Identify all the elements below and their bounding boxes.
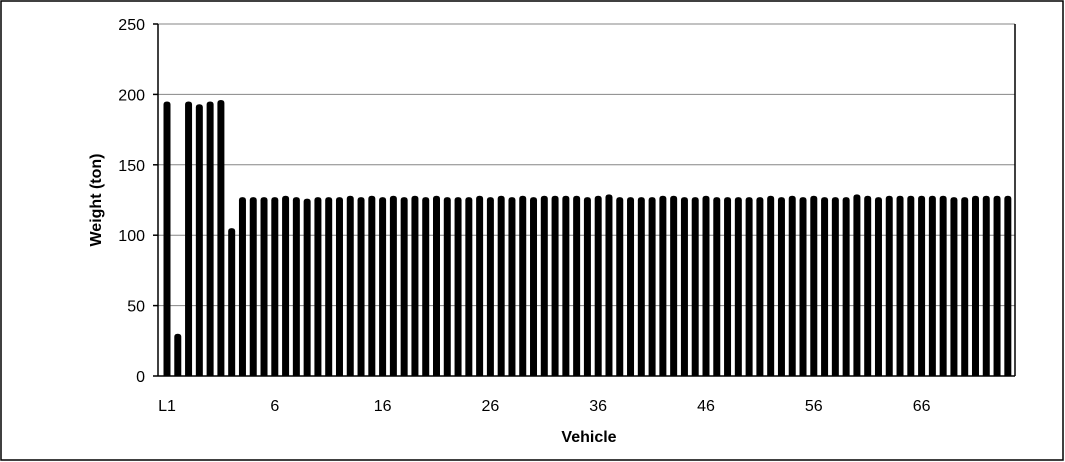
x-tick-label: 56 [805, 398, 823, 415]
bar-73 [993, 195, 1001, 376]
bar-5 [260, 197, 268, 376]
bar-7 [282, 195, 290, 376]
bar-47 [713, 197, 721, 376]
bar-32 [551, 195, 559, 376]
bar-48 [724, 197, 732, 376]
bar-35 [583, 197, 591, 376]
x-tick-label: 26 [481, 398, 499, 415]
bar-63 [885, 195, 893, 376]
bar-37 [605, 194, 613, 376]
bar-11 [325, 197, 333, 376]
bar-70 [961, 197, 969, 376]
bar-51 [756, 197, 764, 376]
bar-64 [896, 195, 904, 376]
bar-61 [864, 195, 872, 376]
x-tick-label: 6 [270, 398, 279, 415]
bar-15 [368, 195, 376, 376]
bar-22 [443, 197, 451, 376]
bar-24 [465, 197, 473, 376]
bar-67 [928, 195, 936, 376]
bar-62 [874, 197, 882, 376]
bar-60 [853, 194, 861, 376]
bar-13 [346, 195, 354, 376]
bar-36 [594, 195, 602, 376]
bar-71 [971, 195, 979, 376]
bar-72 [982, 195, 990, 376]
y-axis-title: Weight (ton) [88, 153, 105, 246]
bar-18 [400, 197, 408, 376]
bar-50 [745, 197, 753, 376]
bar-L5 [206, 101, 214, 376]
bar-L4 [195, 104, 203, 377]
bar-12 [335, 197, 343, 376]
bar-38 [616, 197, 624, 376]
bar-57 [821, 197, 829, 376]
y-tick-label: 0 [136, 369, 145, 386]
bar-46 [702, 195, 710, 376]
y-tick-label: 250 [118, 17, 145, 34]
bar-16 [379, 197, 387, 376]
bar-65 [907, 195, 915, 376]
bar-42 [659, 195, 667, 376]
bar-33 [562, 195, 570, 376]
bar-55 [799, 197, 807, 376]
bar-20 [422, 197, 430, 376]
bar-19 [411, 195, 419, 376]
bar-2 [228, 228, 236, 376]
bar-10 [314, 197, 322, 376]
bar-52 [767, 195, 775, 376]
bar-31 [540, 195, 548, 376]
x-tick-label: 16 [374, 398, 392, 415]
y-tick-label: 50 [127, 299, 145, 316]
bar-26 [486, 197, 494, 376]
bar-45 [691, 197, 699, 376]
bar-3 [238, 197, 246, 376]
bar-17 [389, 195, 397, 376]
bar-40 [637, 197, 645, 376]
bar-68 [939, 195, 947, 376]
bar-54 [788, 195, 796, 376]
bar-44 [680, 197, 688, 376]
bar-L1 [163, 101, 171, 376]
bar-43 [670, 195, 678, 376]
bar-66 [918, 195, 926, 376]
bar-58 [831, 197, 839, 376]
bar-L3 [185, 101, 193, 376]
bar-9 [303, 198, 311, 376]
bar-27 [497, 195, 505, 376]
bar-69 [950, 197, 958, 376]
y-tick-label: 150 [118, 158, 145, 175]
bar-21 [432, 195, 440, 376]
x-tick-label: 66 [913, 398, 931, 415]
bar-25 [476, 195, 484, 376]
x-tick-label: 46 [697, 398, 715, 415]
bar-L2 [174, 333, 182, 376]
bar-29 [519, 195, 527, 376]
bar-8 [292, 197, 300, 376]
bar-49 [734, 197, 742, 376]
bar-56 [810, 195, 818, 376]
bar-30 [530, 197, 538, 376]
bar-74 [1004, 195, 1012, 376]
bar-41 [648, 197, 656, 376]
bar-53 [777, 197, 785, 376]
bar-14 [357, 197, 365, 376]
x-tick-label: L1 [158, 398, 176, 415]
bar-1 [217, 100, 225, 377]
x-tick-label: 36 [589, 398, 607, 415]
bar-34 [573, 195, 581, 376]
x-axis-title: Vehicle [561, 429, 616, 446]
bar-4 [249, 197, 257, 376]
bar-6 [271, 197, 279, 376]
bar-39 [627, 197, 635, 376]
y-tick-label: 200 [118, 87, 145, 104]
bar-28 [508, 197, 516, 376]
bar-23 [454, 197, 462, 376]
y-tick-label: 100 [118, 228, 145, 245]
bar-59 [842, 197, 850, 376]
